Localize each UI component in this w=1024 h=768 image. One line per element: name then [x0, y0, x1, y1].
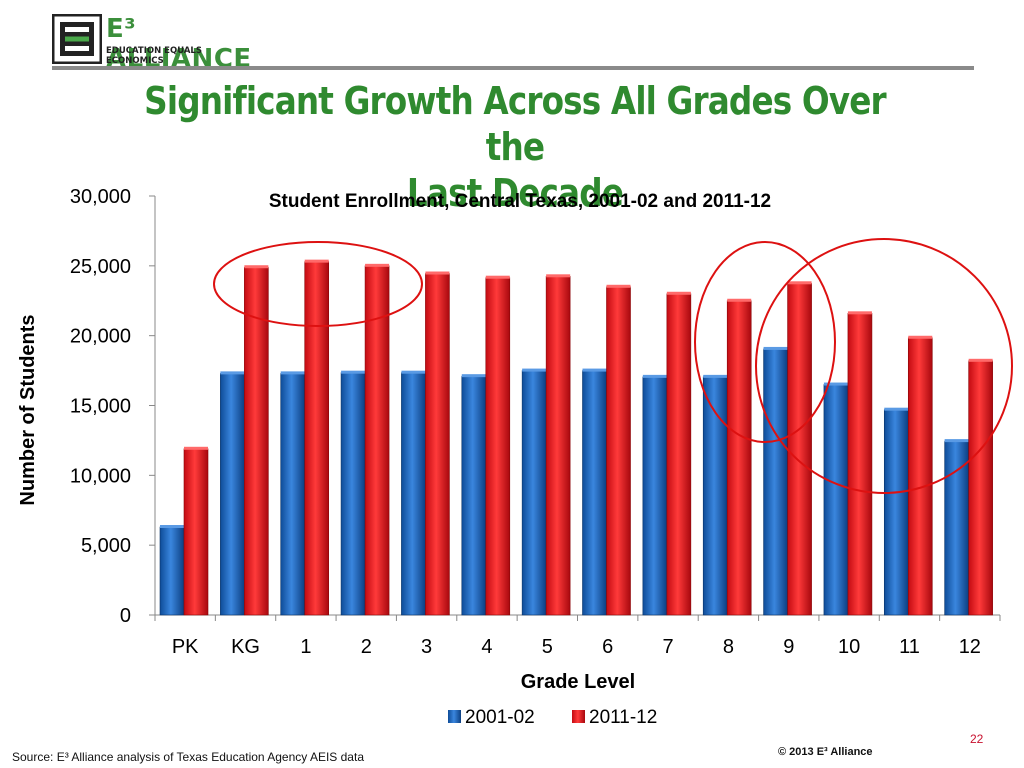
bar-2011-12-7	[666, 293, 692, 616]
x-tick-label: 11	[899, 636, 920, 658]
bar-2011-12-1	[304, 261, 330, 616]
bar-top-highlight	[727, 298, 752, 302]
bar-2001-02-11	[883, 409, 909, 616]
bar-2011-12-12	[968, 360, 993, 616]
y-axis-label: Number of Students	[17, 314, 39, 505]
bar-2001-02-6	[582, 370, 607, 616]
x-tick-label: 2	[361, 636, 372, 658]
bar-top-highlight	[522, 368, 547, 372]
y-tick-label: 30,000	[70, 186, 131, 208]
bar-top-highlight	[365, 263, 390, 267]
bar-top-highlight	[847, 311, 872, 315]
header-divider	[52, 66, 974, 70]
bar-2001-02-8	[702, 376, 728, 616]
bar-2011-12-6	[606, 286, 631, 616]
bar-2001-02-1	[280, 373, 306, 616]
slide-title: Significant Growth Across All Grades Ove…	[124, 78, 907, 216]
bar-top-highlight	[703, 374, 728, 378]
legend-swatch-2011-12	[572, 710, 585, 723]
bar-top-highlight	[485, 275, 510, 279]
x-axis-label: Grade Level	[521, 671, 636, 693]
bar-top-highlight	[341, 370, 366, 374]
bar-2001-02-12	[944, 440, 969, 616]
legend-swatch-2001-02	[448, 710, 461, 723]
slide-title-line-1: Significant Growth Across All Grades Ove…	[144, 79, 886, 169]
copyright-note: © 2013 E³ Alliance	[778, 746, 873, 758]
x-tick-label: 4	[481, 636, 492, 658]
bar-2001-02-PK	[159, 526, 185, 616]
bar-top-highlight	[401, 370, 426, 374]
bar-2001-02-3	[401, 372, 426, 616]
bar-2011-12-11	[907, 337, 933, 616]
y-tick-label: 25,000	[70, 256, 131, 278]
bar-2001-02-4	[461, 375, 487, 616]
bar-2001-02-KG	[220, 373, 245, 616]
annotation-circle-8-9	[694, 241, 836, 443]
e3-logo-icon	[52, 14, 102, 64]
y-tick-label: 15,000	[70, 396, 131, 418]
bar-top-highlight	[425, 271, 450, 275]
x-tick-label: 10	[838, 636, 860, 658]
bar-2011-12-9	[787, 282, 812, 616]
page-number: 22	[970, 732, 984, 746]
annotation-circle-9-12	[755, 238, 1013, 494]
bar-top-highlight	[220, 371, 245, 375]
x-tick-label: PK	[172, 636, 199, 658]
y-tick-label: 5,000	[81, 535, 131, 557]
bar-2001-02-2	[340, 372, 366, 616]
x-tick-label: 5	[542, 636, 553, 658]
legend-label-2001-02: 2001-02	[465, 707, 535, 728]
bar-2011-12-PK	[183, 448, 209, 616]
bar-top-highlight	[787, 281, 812, 285]
bar-2011-12-8	[726, 300, 752, 616]
bar-top-highlight	[280, 371, 305, 375]
slide-title-line-2: Last Decade	[406, 171, 624, 215]
bar-top-highlight	[546, 274, 571, 278]
bar-top-highlight	[184, 446, 208, 450]
y-tick-label: 10,000	[70, 465, 131, 487]
bar-top-highlight	[884, 407, 909, 411]
bar-2011-12-KG	[244, 266, 269, 616]
bar-2001-02-9	[763, 348, 788, 616]
y-tick-label: 20,000	[70, 326, 131, 348]
bar-2001-02-5	[521, 370, 547, 616]
x-tick-label: KG	[231, 636, 260, 658]
chart-title: Student Enrollment, Central Texas, 2001-…	[269, 191, 771, 212]
bar-top-highlight	[642, 374, 667, 378]
bar-2001-02-10	[823, 384, 849, 616]
x-tick-label: 7	[662, 636, 673, 658]
bar-top-highlight	[763, 346, 788, 350]
bar-top-highlight	[582, 368, 607, 372]
bar-top-highlight	[944, 439, 969, 443]
source-note: Source: E³ Alliance analysis of Texas Ed…	[12, 750, 364, 764]
y-tick-label: 0	[120, 605, 131, 627]
annotation-circle-kg-2	[213, 241, 423, 327]
bar-2011-12-5	[545, 276, 571, 616]
x-tick-label: 3	[421, 636, 432, 658]
x-tick-label: 6	[602, 636, 613, 658]
bar-top-highlight	[160, 525, 184, 529]
bar-2011-12-10	[847, 313, 873, 616]
bar-top-highlight	[606, 284, 631, 288]
bar-2001-02-7	[642, 376, 668, 616]
logo-tagline: EDUCATION EQUALS ECONOMICS	[106, 46, 202, 66]
bar-top-highlight	[304, 259, 329, 263]
legend-label-2011-12: 2011-12	[589, 707, 657, 728]
x-tick-label: 12	[959, 636, 981, 658]
bar-2011-12-4	[485, 277, 511, 616]
bar-2011-12-3	[425, 273, 450, 616]
x-tick-label: 8	[723, 636, 734, 658]
bar-2011-12-2	[364, 265, 390, 616]
bar-top-highlight	[908, 335, 933, 339]
x-tick-label: 1	[300, 636, 311, 658]
bar-top-highlight	[968, 358, 993, 362]
bar-top-highlight	[666, 291, 691, 295]
x-tick-label: 9	[783, 636, 794, 658]
bar-top-highlight	[461, 374, 486, 378]
bar-top-highlight	[823, 382, 848, 386]
bar-top-highlight	[244, 265, 269, 269]
